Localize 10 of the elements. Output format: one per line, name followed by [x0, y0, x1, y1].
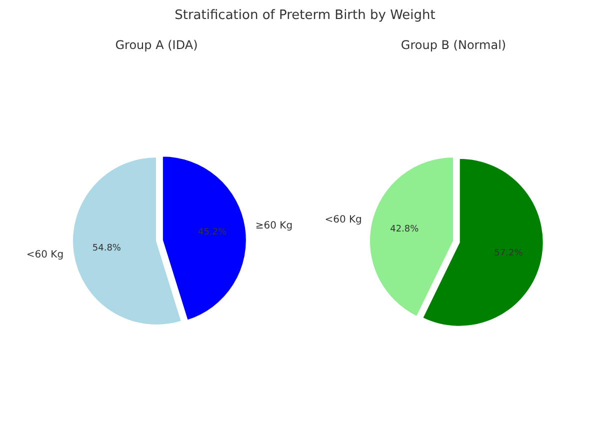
slice-label: <60 Kg	[26, 250, 64, 261]
data-label: 57.2%	[494, 248, 524, 259]
data-label: 54.8%	[92, 244, 122, 254]
slice-label: ≥60 Kg	[255, 220, 293, 232]
chart-title: Group B (Normal)	[400, 38, 506, 52]
chart-subtitle: Group A (IDA)	[115, 38, 198, 52]
data-label: 42.8%	[390, 224, 420, 235]
chart-title: Stratification of Preterm Birth by Weight	[174, 8, 436, 25]
slice-label: <60 Kg	[324, 214, 362, 226]
data-label: 45.2%	[198, 228, 227, 238]
